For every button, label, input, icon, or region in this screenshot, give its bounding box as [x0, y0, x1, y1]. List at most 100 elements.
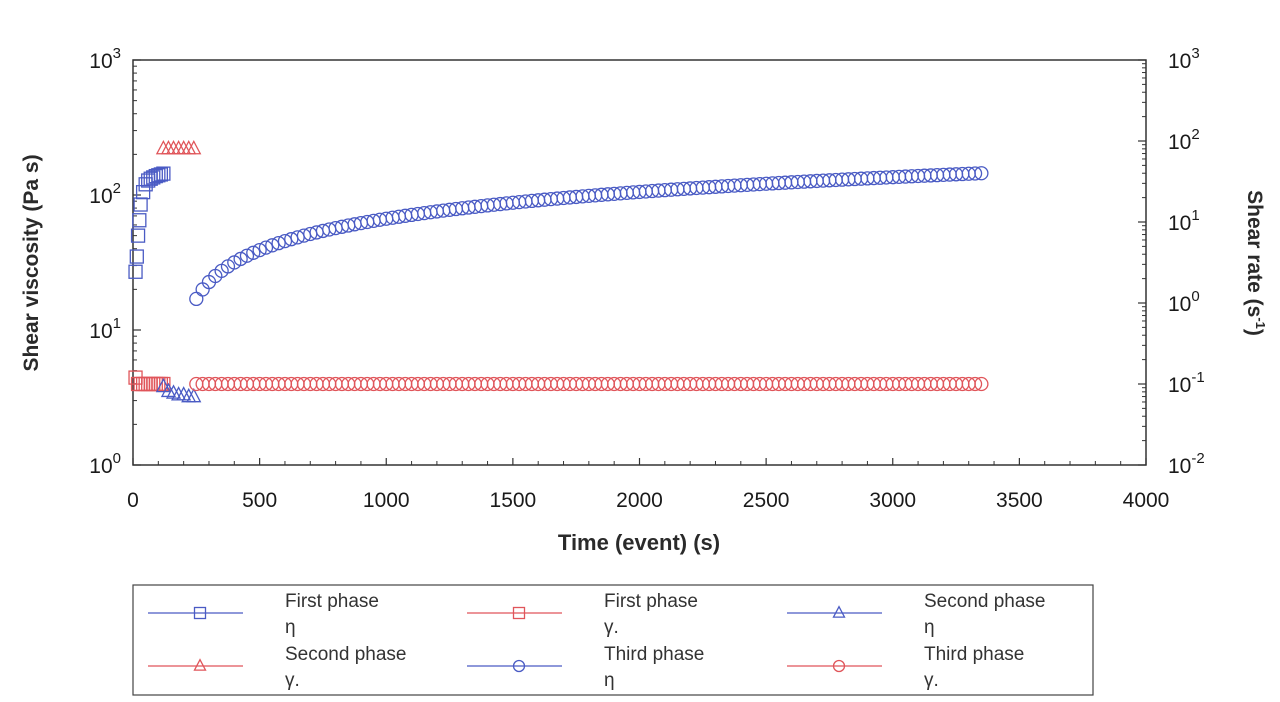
- left-y-tick-exponent: 1: [113, 315, 121, 332]
- data-point: [132, 213, 147, 228]
- right-y-tick-label: 101: [1168, 207, 1200, 235]
- data-point: [130, 228, 146, 243]
- data-point: [258, 240, 274, 255]
- data-point: [246, 245, 261, 260]
- legend-marker: [193, 658, 207, 671]
- legend-label: Second phase: [924, 591, 1046, 612]
- legend-label: First phase: [285, 591, 379, 612]
- right-y-tick-base: 10: [1168, 374, 1191, 397]
- data-point: [967, 376, 983, 392]
- left-y-tick-label: 102: [89, 180, 121, 208]
- right-y-tick-base: 10: [1168, 50, 1191, 73]
- right-y-tick-exponent: -1: [1191, 369, 1204, 386]
- data-point: [189, 291, 204, 307]
- x-tick-label: 1000: [363, 489, 410, 512]
- series-4: [189, 166, 989, 307]
- legend-item: Second phase γ.: [148, 644, 407, 691]
- right-y-tick-exponent: 1: [1191, 207, 1199, 224]
- data-point: [974, 376, 989, 392]
- legend-item: Second phase η: [787, 591, 1046, 638]
- data-point: [271, 235, 286, 251]
- right-y-axis-title-sup: -1: [1253, 317, 1268, 329]
- left-y-tick-exponent: 0: [113, 450, 121, 467]
- data-point: [252, 242, 267, 258]
- data-point: [186, 387, 202, 403]
- data-point: [155, 377, 171, 393]
- legend-symbol: η: [285, 617, 296, 638]
- legend-symbol: η: [924, 617, 935, 638]
- left-y-tick-exponent: 2: [113, 180, 121, 197]
- legend-symbol: γ.: [285, 670, 300, 691]
- data-point: [156, 166, 171, 181]
- right-y-tick-exponent: 3: [1191, 45, 1199, 62]
- legend-item: First phase γ.: [467, 591, 698, 638]
- legend-label: Third phase: [604, 644, 704, 665]
- left-y-tick-label: 100: [89, 450, 121, 478]
- data-point: [186, 139, 202, 155]
- legend-symbol: γ.: [604, 617, 619, 638]
- data-point: [133, 197, 148, 212]
- x-tick-label: 2000: [616, 489, 663, 512]
- legend-item: Third phase η: [467, 644, 704, 691]
- legend-marker: [512, 606, 526, 620]
- data-point: [151, 168, 166, 183]
- right-y-tick-label: 100: [1168, 288, 1200, 316]
- data-point: [265, 238, 280, 253]
- legend-symbol: η: [604, 670, 615, 691]
- left-y-axis-title: Shear viscosity (Pa s): [20, 154, 43, 371]
- legend-marker: [512, 659, 526, 673]
- series-5: [189, 376, 989, 392]
- right-y-tick-label: 10-2: [1168, 450, 1205, 478]
- data-point: [277, 233, 293, 249]
- left-y-tick-base: 10: [89, 320, 112, 343]
- legend-box: [132, 584, 1094, 696]
- data-point: [146, 170, 161, 185]
- right-y-axis-title-end: ): [1243, 329, 1266, 336]
- left-y-tick-base: 10: [89, 50, 112, 73]
- data-series: [128, 139, 989, 403]
- legend-label: Second phase: [285, 644, 407, 665]
- data-point: [128, 264, 143, 279]
- legend-symbol: γ.: [924, 670, 939, 691]
- legend-label: Third phase: [924, 644, 1024, 665]
- x-tick-label: 3500: [996, 489, 1043, 512]
- legend-marker: [832, 659, 846, 673]
- left-y-tick-base: 10: [89, 455, 112, 478]
- right-y-tick-label: 10-1: [1168, 369, 1205, 397]
- data-point: [135, 184, 151, 200]
- right-y-tick-label: 103: [1168, 45, 1200, 73]
- legend-item: First phase η: [148, 591, 379, 638]
- data-point: [156, 376, 171, 392]
- left-y-tick-exponent: 3: [113, 45, 121, 62]
- series-0: [128, 166, 171, 279]
- x-tick-label: 4000: [1123, 489, 1170, 512]
- x-tick-label: 2500: [743, 489, 790, 512]
- right-y-tick-exponent: 0: [1191, 288, 1199, 305]
- right-y-tick-base: 10: [1168, 131, 1191, 154]
- plot-area: [132, 59, 1147, 466]
- x-tick-label: 500: [242, 489, 277, 512]
- data-point: [239, 248, 255, 263]
- data-point: [153, 167, 169, 182]
- legend-marker: [193, 606, 207, 620]
- right-y-tick-base: 10: [1168, 293, 1191, 316]
- legend-item: Third phase γ.: [787, 644, 1024, 691]
- legend-label: First phase: [604, 591, 698, 612]
- x-tick-label: 1500: [490, 489, 537, 512]
- series-1: [128, 370, 171, 392]
- right-y-axis-title-base: Shear rate (s: [1243, 190, 1266, 317]
- series-2: [155, 377, 202, 403]
- right-y-axis-title: Shear rate (s-1): [1243, 190, 1268, 336]
- x-tick-label: 3000: [869, 489, 916, 512]
- left-y-tick-label: 103: [89, 45, 121, 73]
- data-point: [148, 168, 163, 184]
- left-y-tick-label: 101: [89, 315, 121, 343]
- right-y-tick-exponent: -2: [1191, 450, 1204, 467]
- data-point: [129, 249, 144, 264]
- left-y-tick-base: 10: [89, 185, 112, 208]
